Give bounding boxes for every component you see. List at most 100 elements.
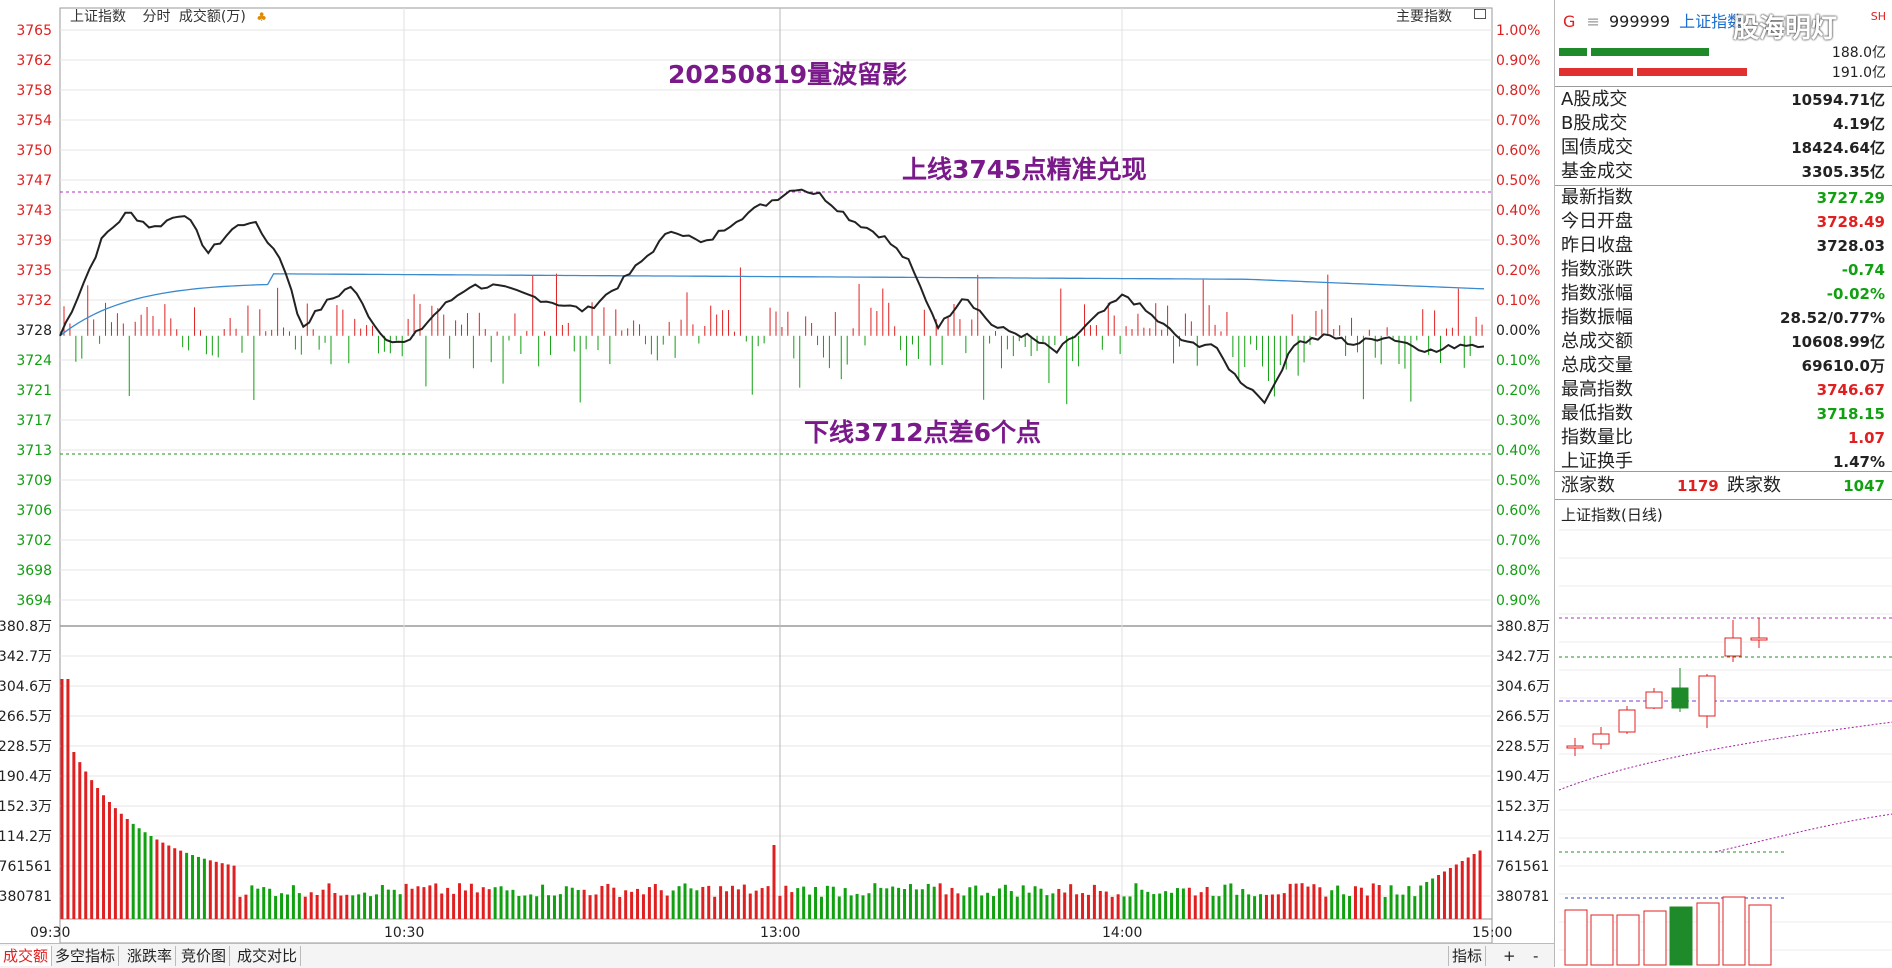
pct-tick-label: 0.20% — [1496, 263, 1540, 279]
stat-label: 指数涨幅 — [1561, 283, 1633, 304]
date-title-annotation: 20250819量波留影 — [668, 60, 908, 89]
volume-tick-label-right: 114.2万 — [1496, 829, 1550, 845]
daily-volume-bar — [1616, 914, 1640, 966]
pct-tick-label: 0.20% — [1496, 383, 1540, 399]
chart-header: 上证指数 分时 成交额(万) ♣ — [70, 6, 267, 26]
stat-label: 最新指数 — [1561, 187, 1633, 208]
panel-toggle-icon[interactable] — [1474, 9, 1486, 19]
pct-tick-label: 0.90% — [1496, 53, 1540, 69]
stat-label: 国债成交 — [1561, 137, 1633, 158]
stat-row: B股成交 4.19亿 — [1555, 112, 1885, 136]
stat-label: 最低指数 — [1561, 403, 1633, 424]
stat-row: A股成交 10594.71亿 — [1555, 88, 1885, 112]
stat-row: 最高指数 3746.67 — [1555, 378, 1885, 402]
stat-label: 今日开盘 — [1561, 211, 1633, 232]
stat-value: 3718.15 — [1816, 405, 1885, 423]
stat-value: 10608.99亿 — [1791, 333, 1885, 351]
volume-tick-label: 342.7万 — [0, 649, 52, 665]
volume-tick-label: 380781 — [0, 889, 52, 905]
candle-body — [1671, 687, 1689, 709]
time-tick-label: 13:00 — [760, 925, 800, 941]
stat-label: A股成交 — [1561, 89, 1628, 110]
time-tick-label: 09:30 — [30, 925, 70, 941]
volume-tick-label-right: 152.3万 — [1496, 799, 1550, 815]
bar-top-value: 188.0亿 — [1831, 45, 1886, 61]
mode-label[interactable]: 分时 — [142, 9, 171, 25]
index-code: 999999 — [1609, 12, 1671, 31]
stat-row: 指数涨跌 -0.74 — [1555, 258, 1885, 282]
stat-row: 国债成交 18424.64亿 — [1555, 136, 1885, 160]
volume-tick-label-right: 761561 — [1496, 859, 1549, 875]
stat-value: 10594.71亿 — [1791, 91, 1885, 109]
stat-value: 1.07 — [1847, 429, 1885, 447]
intraday-chart-area: 上证指数 分时 成交额(万) ♣ 主要指数 3765 1.00% 3762 0.90%… — [0, 6, 1554, 968]
pct-tick-label: 0.90% — [1496, 593, 1540, 609]
zoom-in-button[interactable]: + — [1503, 947, 1516, 965]
indicator-button[interactable]: 指标 — [1448, 946, 1487, 966]
stat-value: 69610.0万 — [1801, 357, 1885, 375]
code-prefix: G — [1563, 12, 1576, 31]
pct-tick-label: 0.40% — [1496, 443, 1540, 459]
market-flag: SH — [1870, 10, 1886, 23]
pct-tick-label: 0.00% — [1496, 323, 1540, 339]
tab-volume-compare[interactable]: 成交对比 — [234, 946, 302, 966]
price-tick-label: 3724 — [16, 353, 52, 369]
price-tick-label: 3709 — [16, 473, 52, 489]
tab-advance-decline[interactable]: 涨跌率 — [124, 946, 177, 966]
volume-unit-label: 成交额(万) — [178, 9, 246, 25]
tab-volume[interactable]: 成交额 — [0, 946, 53, 966]
price-tick-label: 3721 — [16, 383, 52, 399]
pct-tick-label: 0.30% — [1496, 413, 1540, 429]
menu-icon[interactable]: ≡ — [1586, 12, 1600, 31]
price-tick-label: 3743 — [16, 203, 52, 219]
pct-tick-label: 0.70% — [1496, 113, 1540, 129]
indicator-tab-bar: 成交额 多空指标 涨跌率 竞价图 成交对比 指标 + - — [0, 943, 1554, 968]
volume-tick-label: 266.5万 — [0, 709, 52, 725]
tab-auction[interactable]: 竞价图 — [178, 946, 231, 966]
index-name: 上证指数 — [70, 9, 126, 25]
index-title[interactable]: 上证指数 — [1679, 12, 1744, 31]
bell-icon[interactable]: ♣ — [256, 10, 268, 24]
price-tick-label: 3728 — [16, 323, 52, 339]
bar-bottom-value: 191.0亿 — [1831, 65, 1886, 81]
time-tick-label: 15:00 — [1472, 925, 1512, 941]
price-tick-label: 3739 — [16, 233, 52, 249]
stat-row: 今日开盘 3728.49 — [1555, 210, 1885, 234]
zoom-out-button[interactable]: - — [1533, 947, 1539, 965]
stat-value: 4.19亿 — [1832, 115, 1885, 133]
volume-tick-label: 152.3万 — [0, 799, 52, 815]
stat-value: -0.74 — [1841, 261, 1885, 279]
pct-tick-label: 0.60% — [1496, 143, 1540, 159]
main-index-label[interactable]: 主要指数 — [1396, 9, 1452, 25]
price-tick-label: 3702 — [16, 533, 52, 549]
ma-line — [1714, 813, 1892, 853]
up-label: 涨家数 — [1561, 475, 1615, 496]
upper-line-annotation: 上线3745点精准兑现 — [902, 155, 1147, 184]
lower-line-annotation: 下线3712点差6个点 — [804, 418, 1041, 447]
down-label: 跌家数 — [1727, 475, 1781, 496]
bar-green-1 — [1559, 48, 1587, 56]
ma-line — [1558, 721, 1892, 791]
volume-tick-label: 761561 — [0, 859, 52, 875]
pct-tick-label: 0.70% — [1496, 533, 1540, 549]
tab-long-short[interactable]: 多空指标 — [52, 946, 120, 966]
pct-tick-label: 0.10% — [1496, 353, 1540, 369]
price-tick-label: 3717 — [16, 413, 52, 429]
stat-value: -0.02% — [1826, 285, 1885, 303]
price-tick-label: 3758 — [16, 83, 52, 99]
stat-label: 最高指数 — [1561, 379, 1633, 400]
bar-red-2 — [1637, 68, 1747, 76]
stat-value: 3727.29 — [1816, 189, 1885, 207]
price-tick-label: 3762 — [16, 53, 52, 69]
daily-kline-mini-chart[interactable] — [1555, 0, 1892, 967]
stat-label: 昨日收盘 — [1561, 235, 1633, 256]
up-count: 1179 — [1677, 477, 1719, 495]
time-tick-label: 10:30 — [384, 925, 424, 941]
intraday-chart: 3765 1.00% 3762 0.90% 3758 0.80% 3754 0.70% 3750… — [0, 7, 1550, 943]
price-tick-label: 3765 — [16, 23, 52, 39]
pct-tick-label: 0.80% — [1496, 563, 1540, 579]
volume-tick-label-right: 190.4万 — [1496, 769, 1550, 785]
price-line — [59, 188, 1485, 405]
stat-row: 指数振幅 28.52/0.77% — [1555, 306, 1885, 330]
volume-tick-label-right: 266.5万 — [1496, 709, 1550, 725]
